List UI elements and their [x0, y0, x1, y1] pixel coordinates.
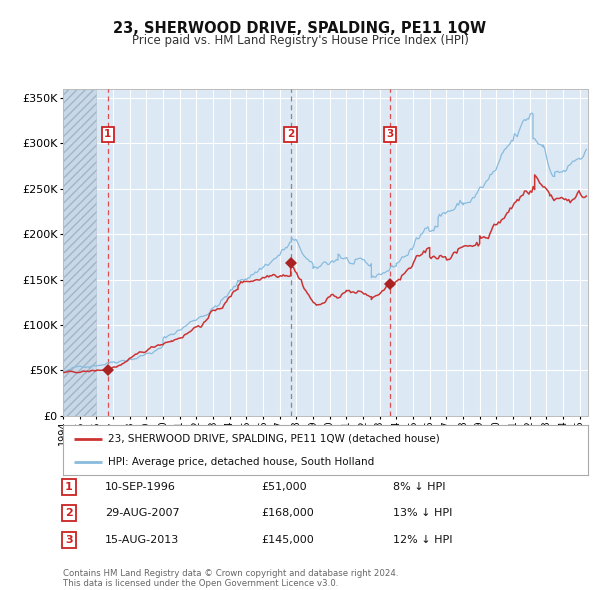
Text: 13% ↓ HPI: 13% ↓ HPI [393, 509, 452, 518]
Text: 12% ↓ HPI: 12% ↓ HPI [393, 535, 452, 545]
Text: 8% ↓ HPI: 8% ↓ HPI [393, 482, 445, 491]
Text: 3: 3 [386, 129, 394, 139]
Text: 23, SHERWOOD DRIVE, SPALDING, PE11 1QW (detached house): 23, SHERWOOD DRIVE, SPALDING, PE11 1QW (… [107, 434, 439, 444]
Text: £168,000: £168,000 [261, 509, 314, 518]
Text: 29-AUG-2007: 29-AUG-2007 [105, 509, 179, 518]
Text: £145,000: £145,000 [261, 535, 314, 545]
Text: 3: 3 [65, 535, 73, 545]
Text: 1: 1 [65, 482, 73, 491]
Text: 2: 2 [287, 129, 294, 139]
Text: 15-AUG-2013: 15-AUG-2013 [105, 535, 179, 545]
Text: 10-SEP-1996: 10-SEP-1996 [105, 482, 176, 491]
Text: 1: 1 [104, 129, 112, 139]
Text: Price paid vs. HM Land Registry's House Price Index (HPI): Price paid vs. HM Land Registry's House … [131, 34, 469, 47]
Text: HPI: Average price, detached house, South Holland: HPI: Average price, detached house, Sout… [107, 457, 374, 467]
Text: £51,000: £51,000 [261, 482, 307, 491]
Text: 2: 2 [65, 509, 73, 518]
Text: Contains HM Land Registry data © Crown copyright and database right 2024.
This d: Contains HM Land Registry data © Crown c… [63, 569, 398, 588]
Text: 23, SHERWOOD DRIVE, SPALDING, PE11 1QW: 23, SHERWOOD DRIVE, SPALDING, PE11 1QW [113, 21, 487, 35]
